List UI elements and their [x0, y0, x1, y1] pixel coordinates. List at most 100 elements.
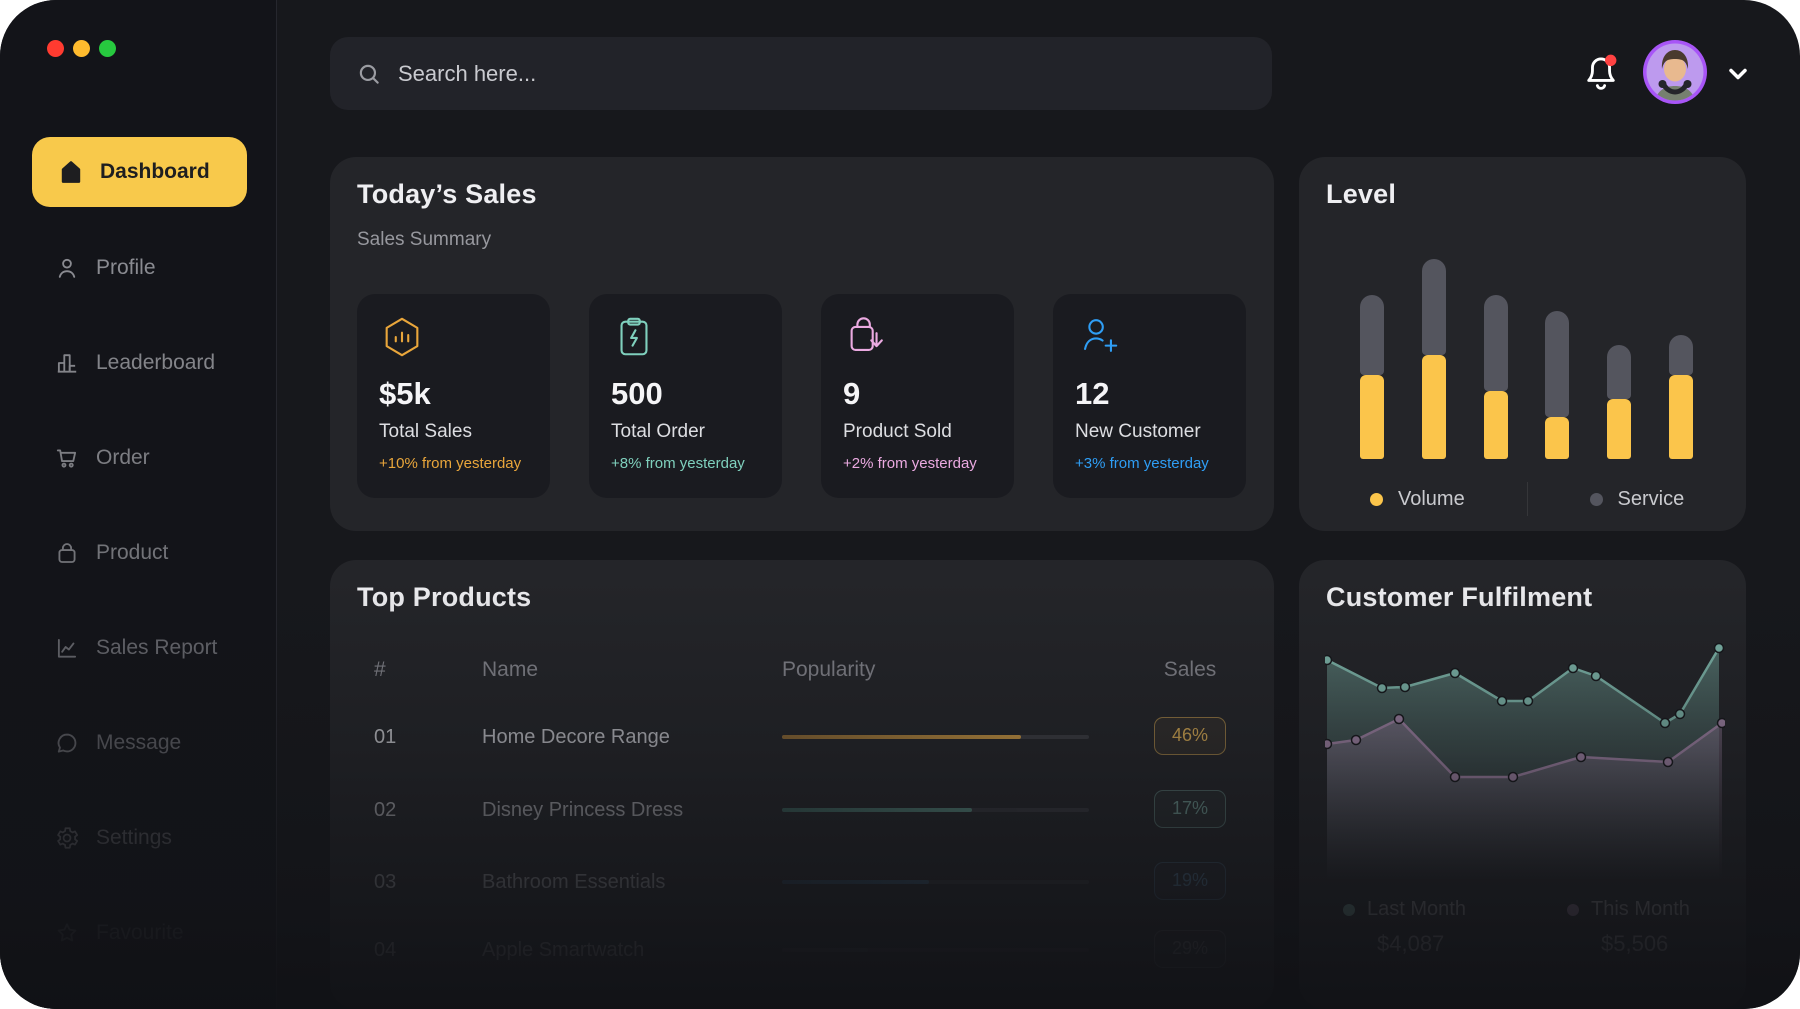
- todays-sales-title: Today’s Sales: [357, 179, 537, 209]
- stat-label: New Customer: [1075, 421, 1201, 442]
- service-segment: [1484, 295, 1508, 391]
- level-bar: [1422, 259, 1446, 459]
- level-card: Level Volume Service: [1299, 157, 1746, 531]
- level-bar: [1484, 295, 1508, 459]
- legend-row: Last Month: [1343, 898, 1466, 921]
- service-dot: [1589, 492, 1603, 506]
- column-header-popularity: Popularity: [782, 658, 876, 681]
- todays-sales-subtitle: Sales Summary: [357, 229, 492, 250]
- sidebar-item-product[interactable]: Product: [32, 505, 247, 600]
- top-products-card: Top Products # Name Popularity Sales 01 H…: [330, 560, 1274, 1009]
- sidebar-item-label: Sales Report: [96, 635, 218, 659]
- product-rank: 01: [374, 726, 397, 748]
- legend-value: $5,506: [1601, 931, 1669, 956]
- service-label: Service: [1617, 487, 1685, 510]
- popularity-fill: [782, 948, 868, 952]
- stat-label: Total Order: [611, 421, 705, 442]
- sidebar-item-label: Order: [96, 445, 150, 469]
- stat-delta: +3% from yesterday: [1075, 455, 1209, 472]
- sales-badge: 17%: [1154, 790, 1226, 828]
- chevron-down-icon[interactable]: [1724, 60, 1752, 88]
- sidebar-item-order[interactable]: Order: [32, 410, 247, 505]
- column-header-sales: Sales: [1163, 658, 1217, 681]
- window-controls: [47, 40, 116, 57]
- legend-volume: Volume: [1299, 482, 1527, 516]
- sales-badge: 46%: [1154, 717, 1226, 755]
- service-segment: [1422, 259, 1446, 355]
- notification-bell-button[interactable]: [1580, 50, 1622, 94]
- legend-service: Service: [1526, 482, 1747, 516]
- level-bar: [1607, 345, 1631, 459]
- traffic-light-minimize[interactable]: [73, 40, 90, 57]
- level-bar-chart: [1299, 259, 1746, 459]
- clipboard-bolt-icon: [611, 314, 760, 362]
- popularity-track: [782, 808, 1089, 812]
- popularity-track: [782, 948, 1089, 952]
- service-segment: [1545, 311, 1569, 417]
- volume-segment: [1545, 417, 1569, 459]
- settings-icon: [54, 825, 80, 851]
- sidebar-item-label: Dashboard: [100, 160, 210, 183]
- message-icon: [54, 730, 80, 756]
- legend-value: $4,087: [1377, 931, 1445, 956]
- stat-value: 12: [1075, 376, 1110, 411]
- last-month-dot: [1343, 903, 1355, 916]
- sidebar-item-settings[interactable]: Settings: [32, 790, 247, 885]
- search-input[interactable]: [396, 59, 1246, 88]
- volume-segment: [1422, 355, 1446, 459]
- traffic-light-close[interactable]: [47, 40, 64, 57]
- avatar[interactable]: [1642, 39, 1708, 105]
- top-products-title: Top Products: [357, 582, 532, 612]
- service-segment: [1360, 295, 1384, 375]
- table-row: 01 Home Decore Range 46%: [330, 717, 1274, 757]
- popularity-fill: [782, 808, 973, 812]
- sidebar: Dashboard Profile Leaderboard Order Product S…: [0, 0, 277, 1009]
- stat-value: 9: [843, 376, 861, 411]
- hex-chart-icon: [379, 314, 528, 362]
- sidebar-item-profile[interactable]: Profile: [32, 220, 247, 315]
- legend-last-month: Last Month $4,087: [1343, 898, 1466, 957]
- volume-dot: [1370, 492, 1383, 506]
- bag-down-icon: [843, 314, 992, 362]
- cart-icon: [54, 445, 80, 471]
- sidebar-item-dashboard[interactable]: Dashboard: [32, 137, 247, 207]
- bag-icon: [54, 540, 80, 566]
- popularity-fill: [782, 735, 1022, 739]
- legend-label: This Month: [1591, 898, 1690, 920]
- popularity-track: [782, 880, 1089, 884]
- table-row: 03 Bathroom Essentials 19%: [330, 862, 1274, 902]
- sidebar-item-sales-report[interactable]: Sales Report: [32, 600, 247, 695]
- volume-segment: [1484, 391, 1508, 459]
- customer-fulfilment-card: Customer Fulfilment Last Month $4,087 This…: [1299, 560, 1746, 1009]
- sidebar-item-label: Message: [96, 730, 182, 754]
- sidebar-item-favourite[interactable]: Favourite: [32, 885, 247, 980]
- sidebar-item-leaderboard[interactable]: Leaderboard: [32, 315, 247, 410]
- level-legend: Volume Service: [1299, 479, 1746, 519]
- stat-card-new-customer: 12 New Customer +3% from yesterday: [1053, 294, 1246, 498]
- product-name: Disney Princess Dress: [482, 799, 684, 821]
- product-rank: 03: [374, 871, 397, 893]
- sidebar-item-label: Favourite: [96, 920, 184, 944]
- fulfilment-legend: Last Month $4,087 This Month $5,506: [1299, 898, 1746, 988]
- search-icon: [356, 61, 382, 87]
- level-bar: [1360, 295, 1384, 459]
- volume-segment: [1360, 375, 1384, 459]
- stat-card-total-sales: $5k Total Sales +10% from yesterday: [357, 294, 550, 498]
- star-icon: [54, 920, 80, 946]
- customer-fulfilment-title: Customer Fulfilment: [1326, 582, 1593, 612]
- product-name: Apple Smartwatch: [482, 939, 645, 961]
- stat-label: Total Sales: [379, 421, 472, 442]
- person-icon: [54, 255, 80, 281]
- level-title: Level: [1326, 179, 1397, 209]
- traffic-light-zoom[interactable]: [99, 40, 116, 57]
- popularity-fill: [782, 880, 930, 884]
- this-month-dot: [1567, 903, 1579, 916]
- product-name: Home Decore Range: [482, 726, 670, 748]
- level-bar: [1545, 311, 1569, 459]
- legend-this-month: This Month $5,506: [1567, 898, 1690, 957]
- volume-label: Volume: [1398, 487, 1465, 510]
- sidebar-item-label: Product: [96, 540, 169, 564]
- table-row: 02 Disney Princess Dress 17%: [330, 790, 1274, 830]
- sidebar-item-message[interactable]: Message: [32, 695, 247, 790]
